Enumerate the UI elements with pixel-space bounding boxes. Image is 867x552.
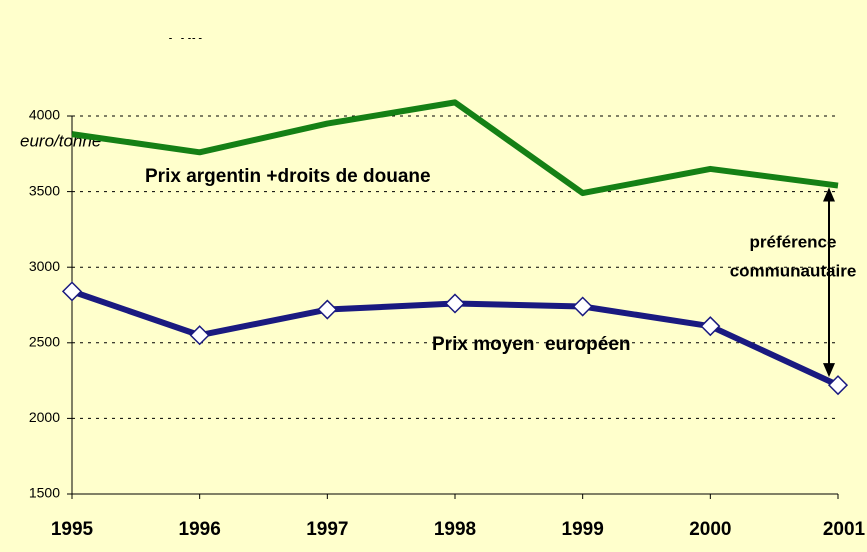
y-tick-label: 2500 xyxy=(29,334,60,350)
x-tick-label: 1997 xyxy=(306,519,348,540)
point-marker xyxy=(700,316,721,337)
annotation: communautaire xyxy=(730,261,857,280)
point-marker xyxy=(444,293,466,314)
x-tick-label: 1996 xyxy=(179,519,221,540)
arrow-head xyxy=(823,363,835,378)
series-line xyxy=(71,99,839,197)
y-tick-label: 3000 xyxy=(29,258,60,274)
x-tick-label: 2001 xyxy=(823,519,866,540)
series-label: Prix argentin +droits de douane xyxy=(145,166,431,187)
x-tick-label: 2000 xyxy=(689,519,731,540)
point-marker xyxy=(189,325,210,346)
arrow-head xyxy=(823,187,835,202)
annotation: préférence xyxy=(750,232,837,251)
series-label: Prix moyen européen xyxy=(432,334,631,355)
title-clip xyxy=(0,0,867,38)
point-marker xyxy=(61,281,83,302)
y-tick-label: 2000 xyxy=(29,409,60,425)
point-marker xyxy=(572,296,593,317)
x-tick-label: 1998 xyxy=(434,519,476,540)
y-tick-label: 1500 xyxy=(29,485,60,501)
point-marker xyxy=(317,299,338,320)
point-marker xyxy=(827,375,849,396)
y-tick-label: 3500 xyxy=(29,182,60,198)
x-tick-label: 1999 xyxy=(562,519,604,540)
y-tick-label: 4000 xyxy=(29,107,60,123)
x-tick-label: 1995 xyxy=(51,519,94,540)
